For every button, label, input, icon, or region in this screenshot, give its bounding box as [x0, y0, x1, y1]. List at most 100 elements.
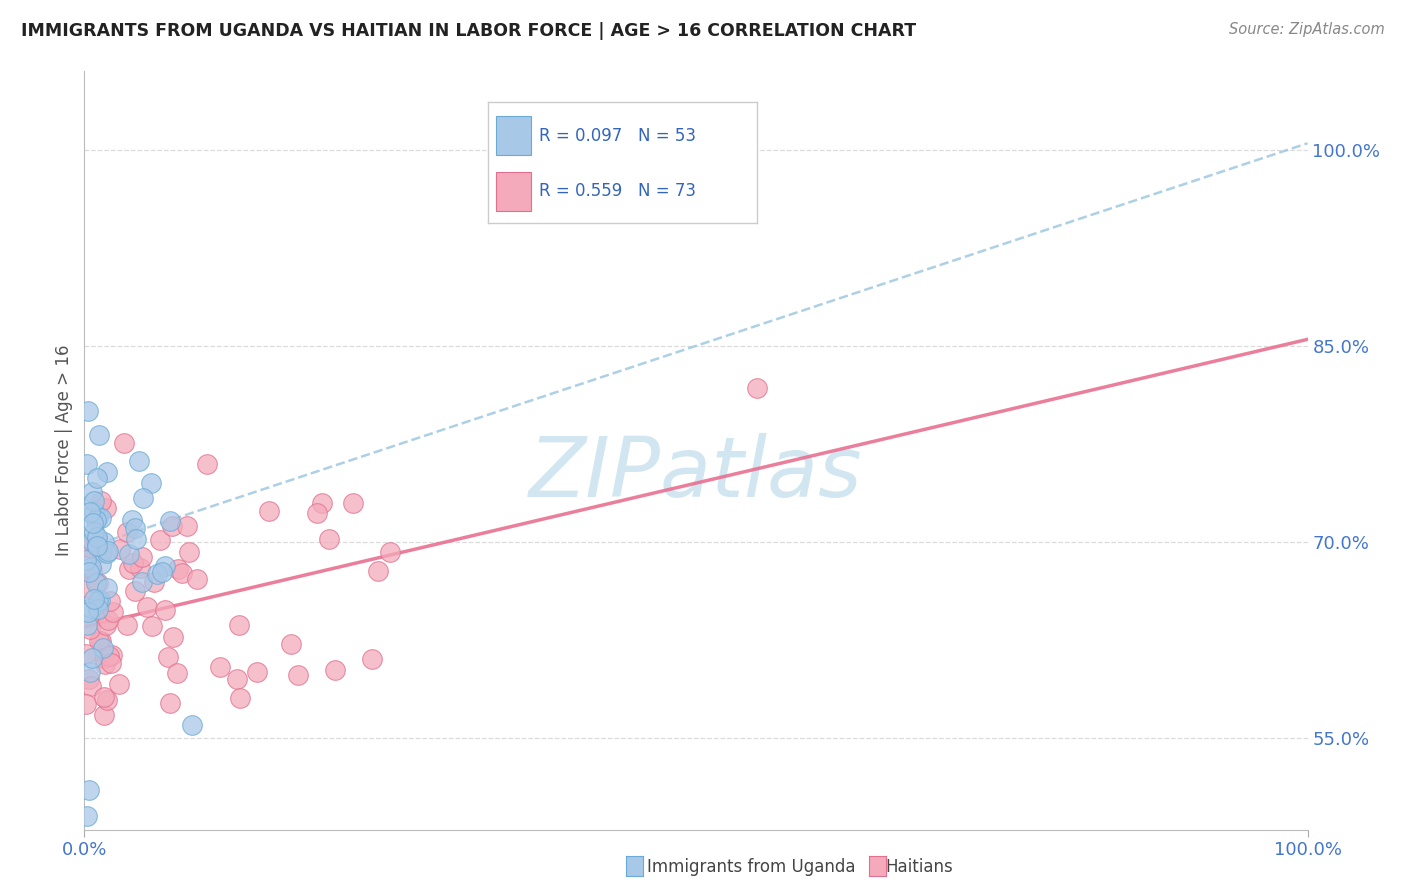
Point — [103, 606, 125, 620]
Point — [128, 454, 150, 468]
Point — [76, 809, 98, 823]
Point — [75, 553, 97, 567]
Point — [87, 603, 110, 617]
Point — [112, 435, 135, 450]
Point — [380, 545, 402, 559]
Point — [208, 660, 231, 674]
Point — [89, 593, 111, 607]
Point — [80, 600, 103, 615]
Point — [159, 696, 181, 710]
Point — [125, 533, 148, 547]
Point — [80, 533, 103, 548]
Point — [91, 640, 114, 655]
Point — [157, 650, 180, 665]
Point — [79, 665, 101, 679]
Point — [96, 581, 118, 595]
Point — [146, 566, 169, 581]
Point — [90, 634, 112, 648]
Point — [77, 783, 100, 797]
Point — [75, 648, 97, 662]
Point — [97, 543, 120, 558]
Point — [86, 471, 108, 485]
Point — [155, 558, 177, 573]
Text: IMMIGRANTS FROM UGANDA VS HAITIAN IN LABOR FORCE | AGE > 16 CORRELATION CHART: IMMIGRANTS FROM UGANDA VS HAITIAN IN LAB… — [21, 22, 917, 40]
Point — [170, 566, 193, 581]
Point — [79, 582, 101, 596]
Point — [93, 650, 115, 665]
Point — [80, 679, 103, 693]
Point — [90, 510, 112, 524]
Point — [75, 697, 97, 711]
Point — [93, 707, 115, 722]
Point — [122, 556, 145, 570]
Point — [107, 676, 129, 690]
Point — [77, 404, 100, 418]
Point — [176, 519, 198, 533]
Point — [155, 603, 177, 617]
Point — [311, 496, 333, 510]
Point — [76, 617, 98, 632]
Point — [124, 521, 146, 535]
Point — [195, 457, 218, 471]
Point — [101, 648, 124, 662]
Point — [77, 605, 100, 619]
Point — [141, 619, 163, 633]
Point — [226, 672, 249, 686]
Point — [186, 572, 208, 586]
Text: Haitians: Haitians — [886, 858, 953, 876]
Point — [257, 504, 280, 518]
Point — [115, 618, 138, 632]
Point — [129, 560, 152, 574]
Point — [87, 575, 110, 590]
Point — [167, 562, 190, 576]
Point — [318, 532, 340, 546]
Point — [360, 651, 382, 665]
Point — [80, 651, 103, 665]
Point — [90, 558, 112, 572]
Point — [84, 576, 107, 591]
Point — [181, 718, 204, 732]
Point — [136, 599, 159, 614]
Point — [98, 648, 121, 663]
Point — [79, 541, 101, 555]
Point — [115, 525, 138, 540]
Point — [108, 542, 131, 557]
Point — [118, 562, 141, 576]
Point — [159, 514, 181, 528]
Point — [79, 541, 101, 556]
Point — [86, 532, 108, 546]
Point — [91, 545, 114, 559]
Point — [150, 565, 173, 579]
Point — [87, 594, 110, 608]
Point — [121, 513, 143, 527]
Point — [79, 559, 101, 574]
Point — [162, 519, 184, 533]
Point — [131, 575, 153, 590]
Point — [98, 594, 121, 608]
Point — [84, 533, 107, 548]
Point — [747, 381, 769, 395]
Point — [166, 665, 188, 680]
Point — [139, 475, 162, 490]
Point — [100, 656, 122, 670]
Point — [305, 506, 328, 520]
Point — [79, 561, 101, 575]
Text: Immigrants from Uganda: Immigrants from Uganda — [647, 858, 855, 876]
Point — [87, 633, 110, 648]
Point — [342, 496, 364, 510]
Point — [323, 663, 346, 677]
Point — [83, 505, 105, 519]
Point — [86, 530, 108, 544]
Point — [94, 657, 117, 671]
Point — [80, 564, 103, 578]
Point — [96, 546, 118, 560]
Point — [97, 613, 120, 627]
Point — [124, 583, 146, 598]
Point — [83, 493, 105, 508]
Point — [77, 565, 100, 579]
Point — [280, 637, 302, 651]
Point — [82, 485, 104, 500]
Point — [79, 505, 101, 519]
Point — [367, 564, 389, 578]
Point — [142, 574, 165, 589]
